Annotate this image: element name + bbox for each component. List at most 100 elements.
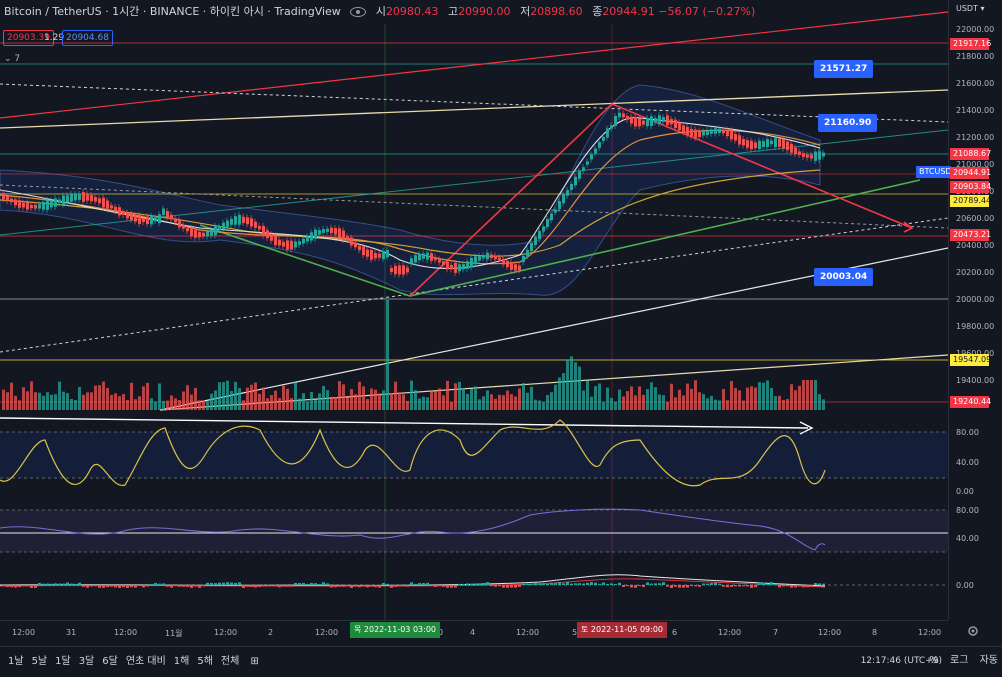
volume-bar (762, 382, 765, 410)
candle-body (326, 228, 329, 232)
macd-bar (450, 585, 453, 588)
percent-toggle[interactable]: % (929, 655, 939, 666)
volume-bar (190, 394, 193, 410)
macd-bar (438, 585, 441, 587)
candle-body (646, 117, 649, 127)
volume-bar (58, 381, 61, 410)
macd-bar (274, 585, 277, 587)
chart-canvas[interactable] (0, 0, 948, 620)
volume-bar (290, 398, 293, 410)
candle-body (478, 255, 481, 261)
currency-selector[interactable]: USDT ▾ (956, 4, 985, 13)
macd-bar (178, 585, 181, 587)
price-tick: 21800.00 (956, 52, 995, 61)
volume-bar (818, 394, 821, 410)
volume-bar (482, 396, 485, 410)
volume-bar (150, 398, 153, 410)
macd-bar (778, 585, 781, 588)
timeframe-button[interactable]: 5해 (197, 656, 213, 667)
candle-body (30, 204, 33, 209)
macd-bar (50, 583, 53, 585)
macd-bar (142, 585, 145, 588)
volume-bar (194, 387, 197, 410)
volume-bar (486, 390, 489, 410)
candle-body (322, 229, 325, 233)
chevron-down-icon: ▾ (977, 4, 985, 13)
volume-bar (782, 399, 785, 410)
volume-bar (582, 390, 585, 410)
timeframe-button[interactable]: 1날 (8, 656, 24, 667)
candle-body (466, 261, 469, 269)
timeframe-button[interactable]: 3달 (78, 656, 95, 667)
gear-icon[interactable] (966, 624, 980, 638)
low-value: 20898.60 (530, 5, 583, 18)
eye-icon[interactable] (350, 7, 367, 17)
volume-bar (610, 397, 613, 410)
candle-body (46, 199, 49, 210)
volume-bar (702, 394, 705, 410)
macd-bar (382, 582, 385, 585)
macd-bar (386, 583, 389, 585)
time-axis[interactable] (0, 620, 948, 643)
volume-bar (206, 401, 209, 410)
volume-bar (742, 400, 745, 410)
candle-body (162, 208, 165, 216)
macd-bar (90, 585, 93, 587)
candle-body (638, 118, 641, 127)
timeframe-button[interactable]: 6달 (102, 656, 118, 667)
macd-bar (182, 585, 185, 587)
volume-bar (638, 386, 641, 410)
candle-body (306, 236, 309, 242)
price-axis[interactable] (948, 0, 1002, 620)
candle-body (778, 138, 781, 147)
candle-body (318, 230, 321, 235)
macd-bar (410, 582, 413, 585)
volume-bar (498, 394, 501, 410)
macd-bar (282, 585, 285, 587)
candle-body (354, 242, 357, 248)
timeframe-button[interactable]: 5날 (31, 656, 48, 667)
ask-price[interactable]: 20904.68 (62, 30, 113, 46)
volume-bar (794, 390, 797, 410)
volume-bar (622, 396, 625, 410)
legend-bar: Bitcoin / TetherUS · 1시간 · BINANCE · 하이킨… (0, 0, 948, 24)
auto-toggle[interactable]: 자동 (979, 655, 998, 666)
callout-mid[interactable]: 21160.90 (818, 114, 878, 132)
volume-bar (510, 394, 513, 410)
log-toggle[interactable]: 로그 (950, 655, 969, 666)
timeframe-button[interactable]: 전체 (220, 656, 240, 667)
macd-bar (770, 582, 773, 585)
candle-body (710, 129, 713, 134)
volume-bar (506, 390, 509, 410)
price-tag: 20789.44 (950, 195, 991, 207)
price-tick: 22000.00 (956, 25, 995, 34)
volume-bar (654, 387, 657, 410)
candle-body (246, 217, 249, 225)
volume-bar (202, 400, 205, 410)
timeframe-button[interactable]: 연초 대비 (125, 656, 166, 667)
callout-high[interactable]: 21571.27 (814, 60, 874, 78)
macd-bar (730, 585, 733, 587)
macd-bar (434, 585, 437, 587)
timeframe-button[interactable]: 1해 (173, 656, 190, 667)
macd-bar (82, 585, 85, 587)
bid-price[interactable]: 20903.39 (3, 30, 54, 46)
bottom-toolbar: 1날 5날 1달 3달 6달 연초 대비 1해 5해 전체 ⊞ (0, 646, 1002, 677)
macd-bar (110, 585, 113, 587)
callout-low[interactable]: 20003.04 (814, 268, 874, 286)
candle-body (682, 125, 685, 133)
timeframe-button[interactable]: 1달 (55, 656, 71, 667)
macd-bar (602, 582, 605, 585)
candle-body (358, 245, 361, 251)
indicators-toggle[interactable]: ⌄ 7 (4, 54, 20, 64)
macd-bar (710, 583, 713, 585)
candle-body (798, 151, 801, 156)
candle-body (198, 231, 201, 238)
macd-bar (246, 585, 249, 587)
date-range-icon[interactable]: ⊞ (250, 656, 259, 667)
macd-bar (418, 583, 421, 585)
candle-body (86, 194, 89, 201)
macd-bar (818, 583, 821, 585)
symbol-title[interactable]: Bitcoin / TetherUS · 1시간 · BINANCE · 하이킨… (4, 5, 341, 18)
clock[interactable]: 12:17:46 (UTC+9) (860, 656, 942, 666)
